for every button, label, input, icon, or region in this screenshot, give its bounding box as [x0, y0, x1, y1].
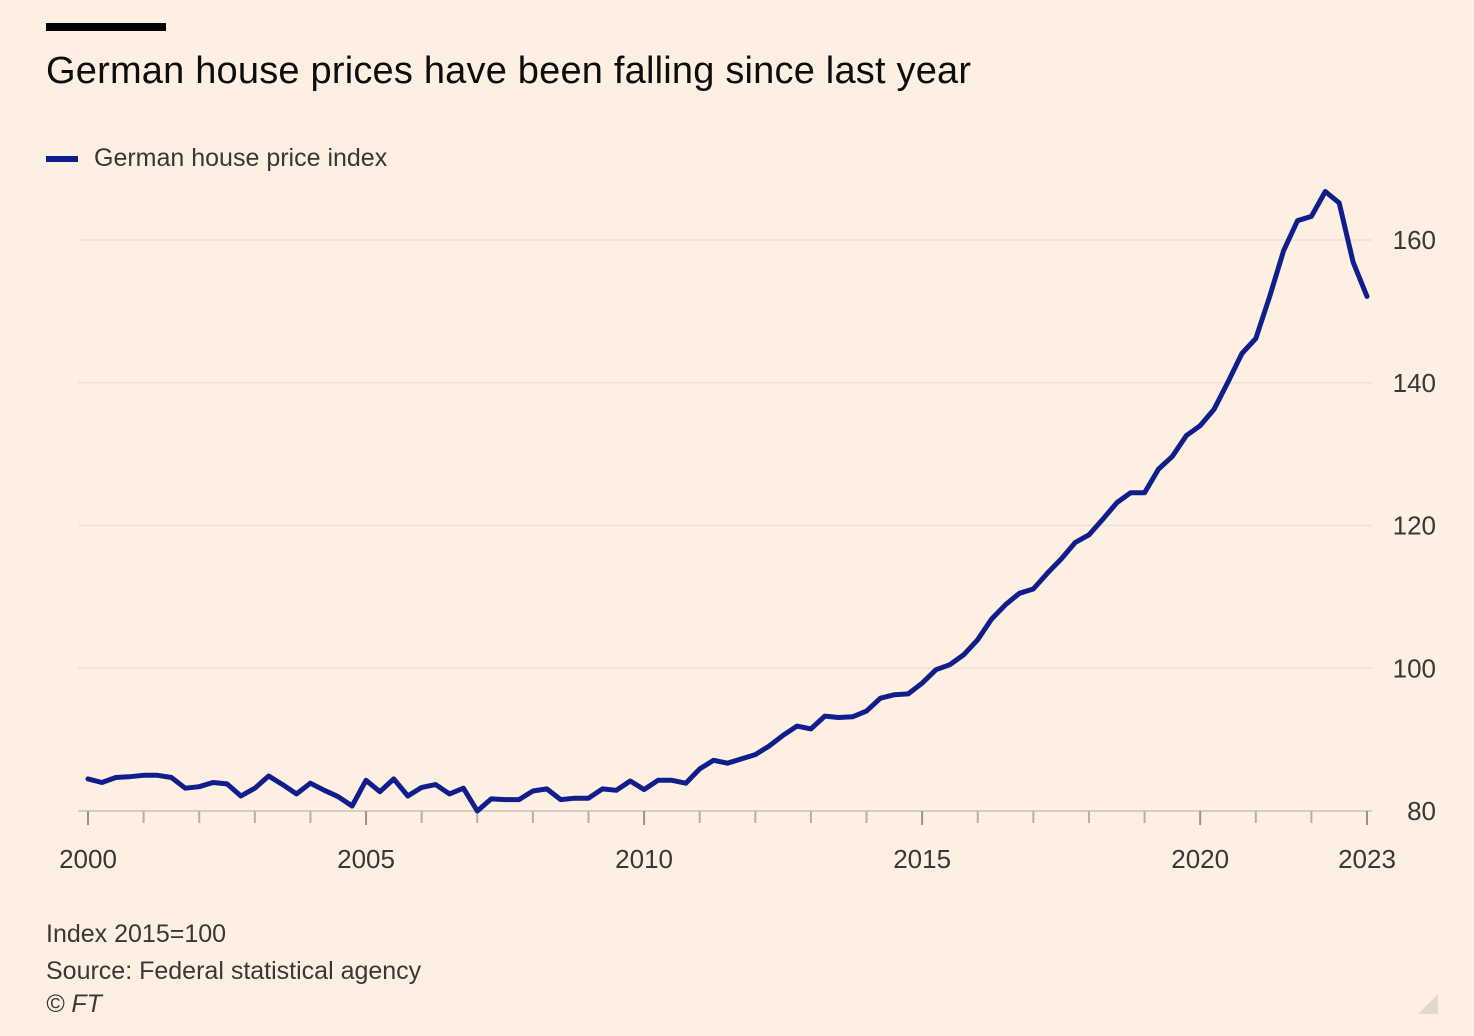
- x-tick-label-2015: 2015: [893, 844, 951, 874]
- resize-handle-icon: [1418, 994, 1438, 1014]
- x-tick-label-2020: 2020: [1171, 844, 1229, 874]
- index-note: Index 2015=100: [46, 920, 227, 948]
- chart-legend: German house price index: [46, 144, 387, 173]
- x-tick-label-2010: 2010: [615, 844, 673, 874]
- y-tick-label-80: 80: [1407, 796, 1436, 826]
- x-tick-label-2000: 2000: [59, 844, 117, 874]
- chart-title: German house prices have been falling si…: [46, 50, 972, 92]
- y-tick-label-160: 160: [1393, 225, 1436, 255]
- x-tick-label-2023: 2023: [1338, 844, 1396, 874]
- legend-label: German house price index: [94, 144, 388, 172]
- y-tick-label-100: 100: [1393, 653, 1436, 683]
- y-tick-label-120: 120: [1393, 511, 1436, 541]
- copyright-credit: © FT: [46, 990, 102, 1018]
- line-chart: 2000 2005 2010 2015 2020 2023 80 100 120 140 160: [59, 189, 1436, 874]
- legend-swatch: [46, 155, 78, 162]
- y-tick-label-140: 140: [1393, 368, 1436, 398]
- source-note: Source: Federal statistical agency: [46, 957, 422, 985]
- x-tick-label-2005: 2005: [337, 844, 395, 874]
- header-accent-bar: [46, 23, 166, 31]
- series-line-0: [85, 189, 1370, 814]
